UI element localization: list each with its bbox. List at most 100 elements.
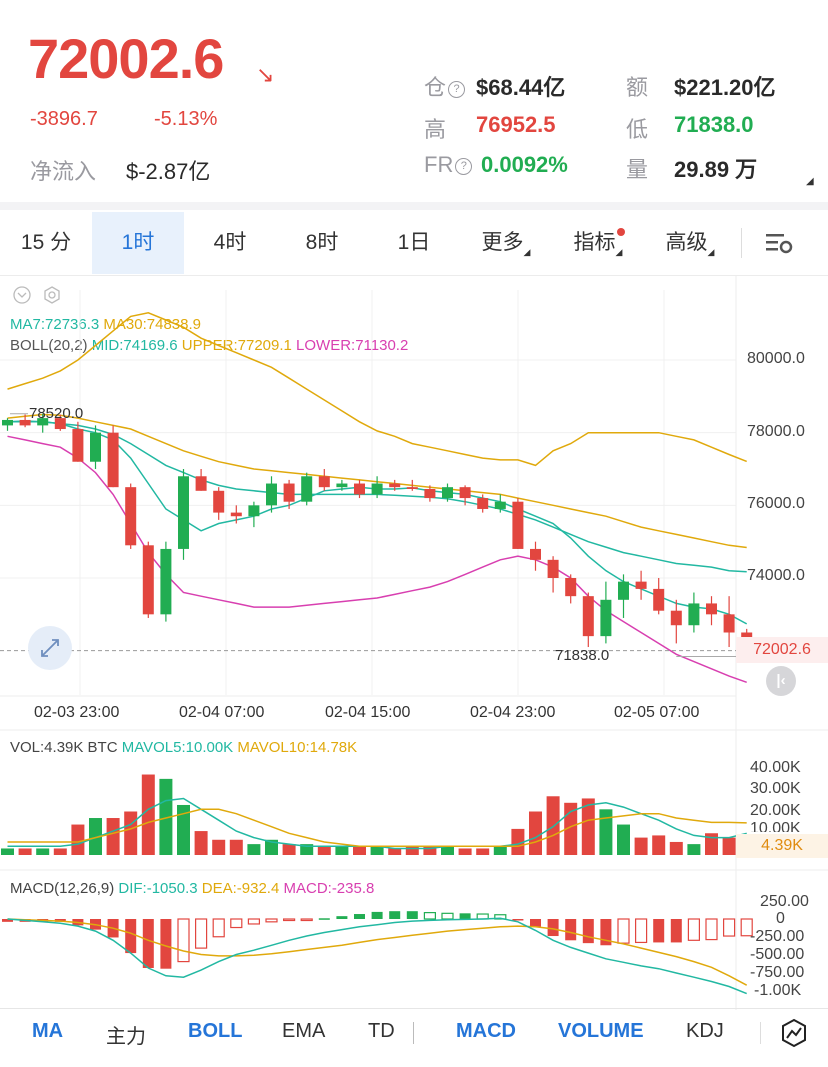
collapse-icon[interactable]	[12, 285, 32, 310]
tab-15min[interactable]: 15 分	[20, 231, 72, 254]
volume-bar	[581, 798, 595, 855]
macd-bar	[406, 911, 418, 919]
macd-bar	[125, 919, 137, 954]
candle	[477, 498, 489, 509]
macd-bar	[547, 919, 559, 937]
indicator-boll[interactable]: BOLL	[188, 1020, 243, 1042]
chart-settings-icon[interactable]	[764, 230, 794, 261]
volume-bar	[106, 818, 120, 855]
macd-bar	[670, 919, 682, 943]
dropdown-triangle-icon: ◢	[615, 247, 623, 257]
volume-bar	[493, 846, 507, 855]
volume-axis-tick: 20.00K	[750, 802, 801, 819]
macd-bar	[634, 918, 648, 944]
low-label: 低	[626, 117, 649, 142]
volume-bar	[441, 846, 454, 855]
ma30-value: MA30:74838.9	[103, 316, 201, 333]
kline-chart[interactable]	[0, 276, 828, 1010]
tab-advanced[interactable]: 高级◢	[665, 231, 715, 257]
indicator-main-force[interactable]: 主力	[106, 1026, 146, 1048]
macd-bar	[512, 919, 524, 921]
macd-bar	[318, 918, 330, 920]
help-icon[interactable]: ?	[455, 158, 473, 175]
fullscreen-button[interactable]	[28, 626, 72, 670]
volume-bar	[669, 841, 683, 855]
volume-bar	[71, 824, 85, 855]
volume-value: 29.89 万	[674, 157, 758, 182]
macd-bar	[142, 919, 154, 968]
macd-bar	[230, 918, 243, 929]
macd-bar	[617, 918, 630, 944]
mavol5-value: MAVOL5:10.00K	[121, 739, 234, 756]
volume-label: 量	[626, 157, 649, 182]
scroll-to-latest-button[interactable]: |‹	[766, 666, 796, 696]
tab-indicators[interactable]: 指标◢	[573, 231, 623, 257]
volume-bar	[599, 809, 613, 855]
candle	[266, 483, 277, 506]
macd-bar	[336, 916, 348, 919]
boll-mid: MID:74169.6	[91, 337, 178, 354]
macd-bar	[530, 919, 541, 927]
price-axis-tick: 74000.0	[747, 567, 805, 584]
candle	[54, 418, 66, 430]
macd-bar	[177, 918, 190, 963]
current-price-tag: 72002.6	[736, 637, 828, 663]
last-price: 72002.6	[28, 27, 224, 90]
volume-bar	[388, 848, 402, 855]
indicator-separator	[760, 1022, 761, 1044]
open-interest-stat: 仓?	[424, 70, 466, 102]
volume-bar	[564, 802, 578, 855]
candle	[389, 483, 401, 488]
indicator-td[interactable]: TD	[368, 1020, 395, 1042]
price-change-pct: -5.13%	[154, 108, 218, 130]
indicator-ma[interactable]: MA	[32, 1020, 64, 1042]
candle	[565, 578, 577, 597]
macd-axis-tick: -750.00	[750, 964, 805, 981]
macd-axis-tick: -250.00	[750, 928, 805, 945]
candle	[371, 483, 383, 495]
indicator-kdj[interactable]: KDJ	[686, 1020, 724, 1042]
macd-bar	[459, 913, 471, 919]
bottom-divider	[0, 1008, 828, 1009]
tab-4h[interactable]: 4时	[213, 231, 247, 254]
indicator-settings-icon[interactable]	[42, 285, 62, 310]
candle	[213, 490, 225, 513]
volume-bar	[476, 848, 490, 855]
candle	[706, 603, 717, 615]
macd-bar	[160, 919, 172, 969]
tab-8h[interactable]: 8时	[305, 231, 339, 254]
candle	[354, 483, 365, 495]
macd-legend: MACD(12,26,9) DIF:-1050.3 DEA:-932.4 MAC…	[10, 880, 374, 897]
indicator-volume[interactable]: VOLUME	[558, 1020, 644, 1042]
help-icon[interactable]: ?	[448, 81, 466, 98]
candle	[178, 476, 189, 549]
dea-value: DEA:-932.4	[201, 880, 280, 897]
candle	[653, 588, 665, 611]
candle	[318, 476, 330, 488]
tab-more[interactable]: 更多◢	[481, 231, 531, 257]
macd-name: MACD(12,26,9)	[10, 880, 115, 897]
current-volume-tag: 4.39K	[736, 834, 828, 858]
drawing-tool-icon[interactable]	[780, 1018, 808, 1053]
macd-bar	[582, 919, 594, 944]
volume-bar	[300, 844, 314, 855]
macd-bar	[722, 918, 736, 937]
candle	[160, 548, 172, 615]
expand-corner-icon[interactable]: ◢	[806, 176, 814, 187]
tab-1d[interactable]: 1日	[397, 231, 431, 254]
oi-value: $68.44亿	[476, 75, 566, 100]
indicator-macd[interactable]: MACD	[456, 1020, 516, 1042]
volume-bar	[194, 831, 208, 855]
netflow-label: 净流入	[30, 159, 97, 184]
volume-axis-tick: 40.00K	[750, 759, 801, 776]
candle	[424, 488, 436, 499]
tab-1h[interactable]: 1时	[92, 212, 184, 274]
price-change: -3896.7	[30, 108, 98, 130]
expand-arrows-icon	[41, 639, 59, 657]
indicator-ema[interactable]: EMA	[282, 1020, 326, 1042]
notification-dot	[617, 228, 625, 236]
candle	[2, 419, 13, 426]
boll-upper-line	[7, 312, 747, 467]
macd-axis-tick: 0	[776, 910, 785, 927]
price-axis-tick: 78000.0	[747, 423, 805, 440]
